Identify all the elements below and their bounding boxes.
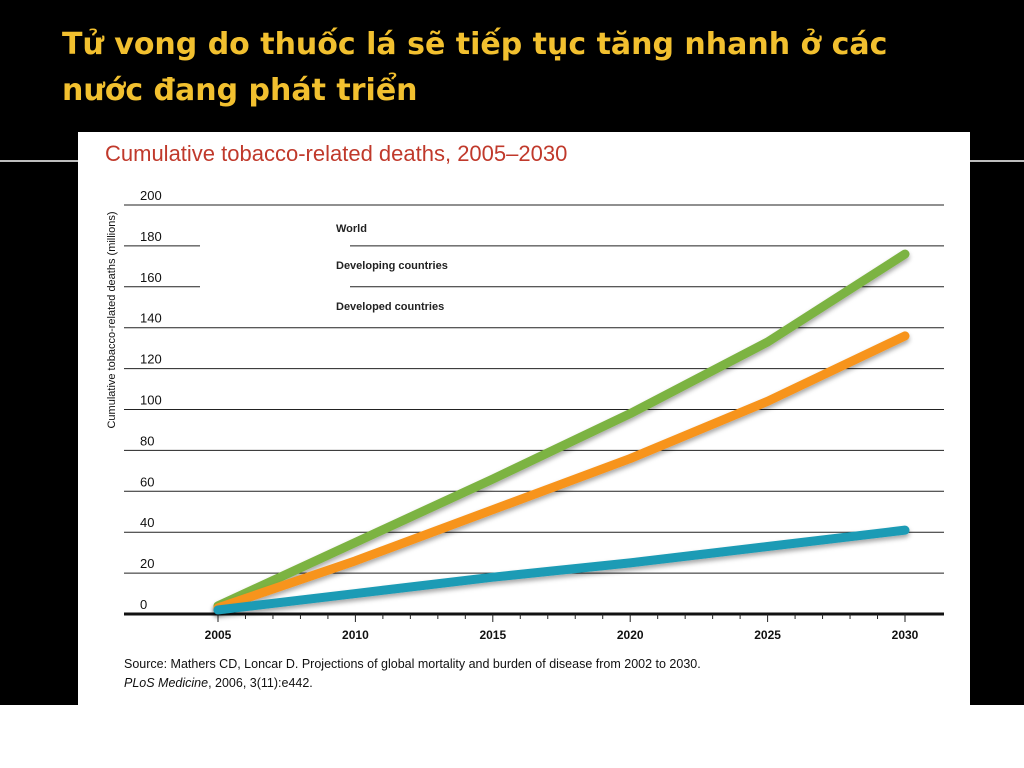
chart-legend: World Developing countries Developed count… [200, 212, 448, 327]
source-journal: PLoS Medicine [124, 676, 209, 690]
y-tick-label: 0 [140, 597, 147, 612]
legend-label: World [336, 223, 367, 235]
x-tick-label: 2030 [892, 628, 919, 642]
legend-label: Developed countries [336, 301, 444, 313]
chart-title: Cumulative tobacco-related deaths, 2005–… [105, 141, 567, 166]
y-tick-label: 120 [140, 352, 162, 367]
y-tick-label: 100 [140, 393, 162, 408]
series-line-2 [213, 331, 910, 613]
source-citation-journal: PLoS Medicine, 2006, 3(11):e442. [124, 676, 313, 690]
chart-series [213, 249, 910, 615]
y-axis-label: Cumulative tobacco-related deaths (milli… [106, 211, 118, 428]
x-tick-label: 2015 [479, 628, 506, 642]
legend-label: Developing countries [336, 260, 448, 272]
source-journal-details: , 2006, 3(11):e442. [208, 676, 313, 690]
y-tick-label: 20 [140, 556, 154, 571]
y-tick-label: 180 [140, 229, 162, 244]
chart-axes: 0 20 40 60 80 100 120 140 160 180 200 2005 2010 2015 2… [124, 188, 944, 642]
series-line-3 [213, 525, 910, 615]
y-tick-label: 40 [140, 515, 154, 530]
series-line-1 [213, 249, 910, 611]
source-citation: Source: Mathers CD, Loncar D. Projection… [124, 657, 701, 671]
x-tick-label: 2020 [617, 628, 644, 642]
slide-title: Tử vong do thuốc lá sẽ tiếp tục tăng nha… [62, 27, 888, 108]
x-tick-label: 2025 [754, 628, 781, 642]
x-tick-label: 2010 [342, 628, 369, 642]
y-tick-label: 200 [140, 188, 162, 203]
y-tick-label: 60 [140, 474, 154, 489]
y-tick-label: 80 [140, 433, 154, 448]
y-tick-label: 140 [140, 311, 162, 326]
y-tick-label: 160 [140, 270, 162, 285]
x-tick-label: 2005 [205, 628, 232, 642]
